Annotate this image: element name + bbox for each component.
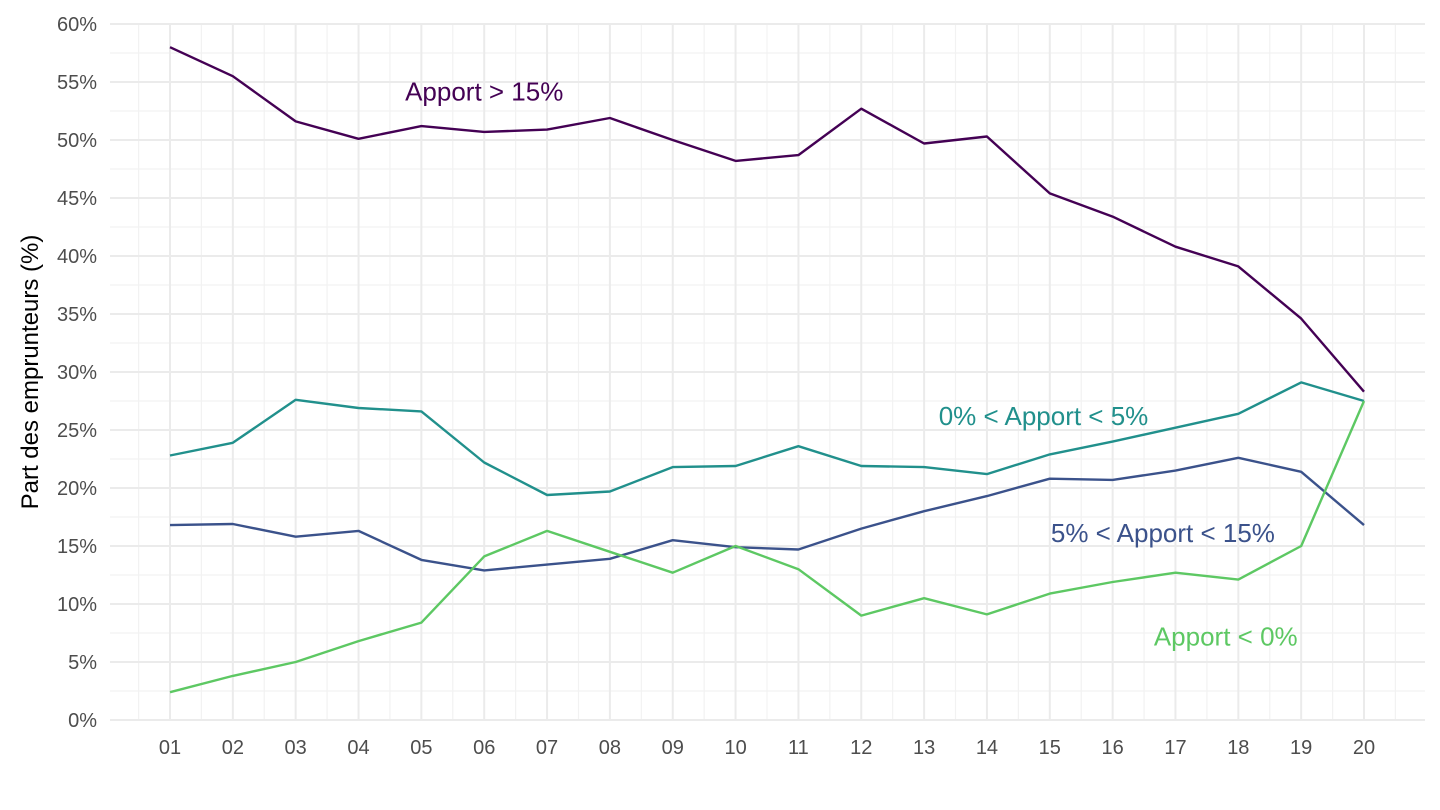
x-tick-label: 06	[473, 737, 495, 759]
series-labels: Apport > 15% 0% < Apport < 5% 5% < Apport …	[405, 76, 1298, 651]
series-lines	[169, 46, 1366, 694]
y-tick-label: 5%	[68, 652, 97, 674]
x-tick-label: 19	[1290, 737, 1312, 759]
y-tick-label: 20%	[57, 478, 97, 500]
x-tick-label: 04	[347, 737, 369, 759]
x-tick-label: 01	[159, 737, 181, 759]
x-tick-label: 13	[913, 737, 935, 759]
x-tick-label: 03	[285, 737, 307, 759]
x-tick-label: 18	[1227, 737, 1249, 759]
y-axis-title: Part des emprunteurs (%)	[17, 235, 44, 510]
series-line-0	[169, 46, 1365, 393]
y-tick-label: 50%	[57, 130, 97, 152]
series-label: 0% < Apport < 5%	[939, 401, 1149, 431]
x-tick-label: 16	[1102, 737, 1124, 759]
y-axis-ticks: 0% 5% 10% 15% 20% 25% 30% 35% 40% 45% 50% 55% 60%	[57, 14, 97, 732]
y-tick-label: 40%	[57, 246, 97, 268]
series-line-1	[169, 381, 1365, 497]
x-tick-label: 12	[850, 737, 872, 759]
x-tick-label: 15	[1039, 737, 1061, 759]
y-tick-label: 25%	[57, 420, 97, 442]
x-tick-label: 02	[222, 737, 244, 759]
x-tick-label: 05	[410, 737, 432, 759]
y-tick-label: 45%	[57, 188, 97, 210]
y-tick-label: 15%	[57, 536, 97, 558]
x-tick-label: 09	[662, 737, 684, 759]
x-axis-ticks: 01 02 03 04 05 06 07 08 09 10 11 12 13 14 15 16 17 18 19 20	[159, 737, 1375, 759]
series-line-2	[169, 456, 1365, 572]
x-tick-label: 17	[1164, 737, 1186, 759]
x-tick-label: 20	[1353, 737, 1375, 759]
series-label: Apport > 15%	[405, 76, 563, 106]
x-tick-label: 14	[976, 737, 998, 759]
y-tick-label: 55%	[57, 72, 97, 94]
series-line-3	[169, 400, 1366, 694]
y-tick-label: 60%	[57, 14, 97, 36]
grid	[110, 23, 1425, 721]
series-label: Apport < 0%	[1154, 621, 1298, 651]
x-tick-label: 10	[724, 737, 746, 759]
y-tick-label: 10%	[57, 594, 97, 616]
series-label: 5% < Apport < 15%	[1051, 518, 1275, 548]
y-tick-label: 30%	[57, 362, 97, 384]
x-tick-label: 11	[788, 737, 809, 759]
x-tick-label: 08	[599, 737, 621, 759]
x-tick-label: 07	[536, 737, 558, 759]
y-tick-label: 35%	[57, 304, 97, 326]
y-tick-label: 0%	[68, 710, 97, 732]
